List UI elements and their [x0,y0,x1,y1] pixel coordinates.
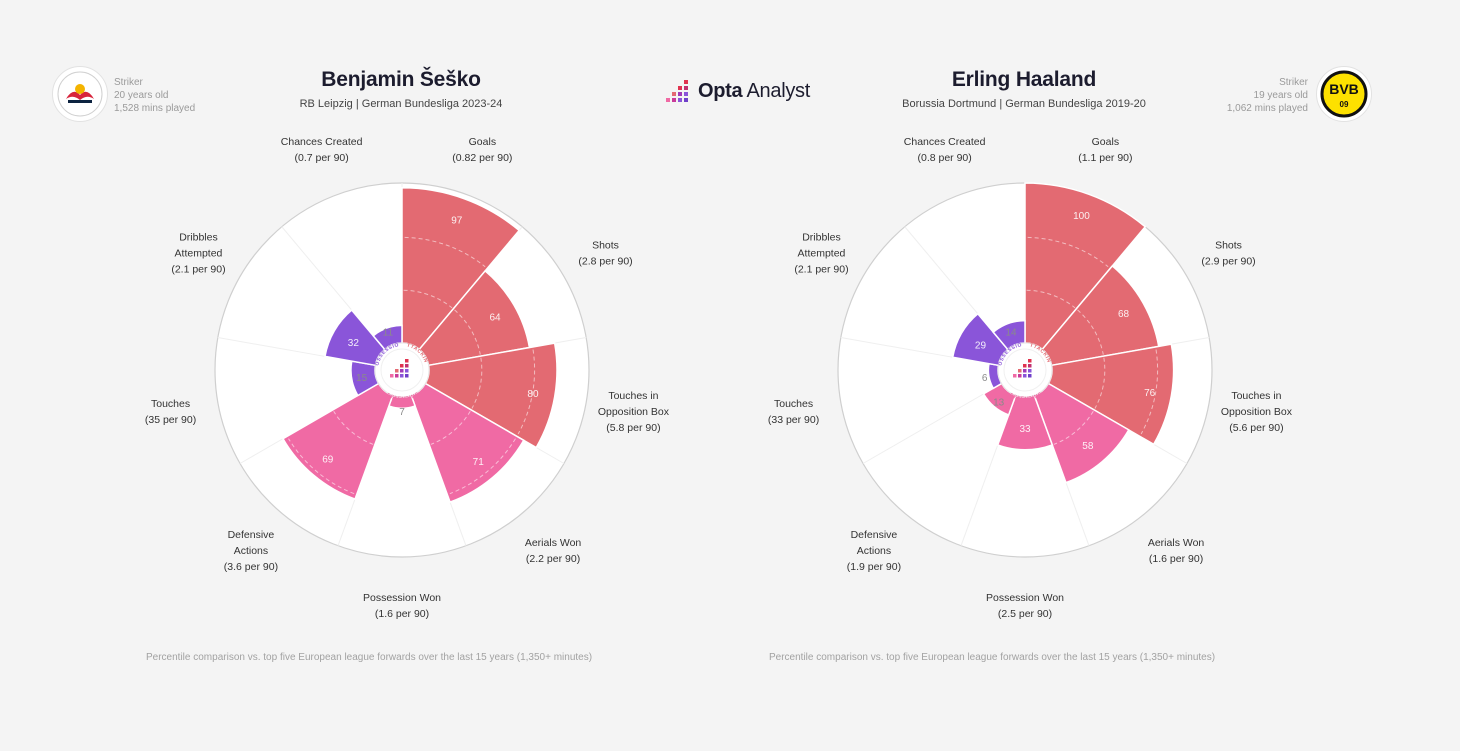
category-label: Shots (2.8 per 90) [578,240,632,268]
grid-ring [1027,236,1109,268]
hub-logo-square [1028,364,1032,368]
hub-logo-square [400,364,404,368]
value-label: 68 [1118,309,1130,320]
player-header: Benjamin Šeško RB Leipzig | German Bunde… [221,68,581,110]
grid-ring [517,349,536,435]
category-label: Goals (1.1 per 90) [1078,136,1132,164]
footnote: Percentile comparison vs. top five Europ… [146,652,593,663]
svg-text:09: 09 [1340,100,1349,109]
rb-leipzig-crest-icon [52,66,108,122]
player-meta: Striker 20 years old 1,528 mins played [114,76,195,115]
hub-logo-square [1023,369,1027,373]
value-label: 80 [527,389,539,400]
value-label: 97 [451,215,463,226]
hub-group-label: DEFENDING [385,391,420,402]
player-meta: Striker 19 years old 1,062 mins played [1227,76,1308,115]
category-label: Aerials Won (2.2 per 90) [525,537,582,565]
value-label: 13 [993,397,1005,408]
value-label: 29 [975,340,987,351]
hub-logo-square [1018,374,1022,378]
value-label: 64 [489,312,501,323]
hub-logo-square [390,374,394,378]
category-label: Touches in Opposition Box (5.8 per 90) [598,390,670,434]
category-label: Defensive Actions (3.6 per 90) [224,529,278,573]
age-text: 19 years old [1253,90,1308,101]
value-label: 32 [348,338,360,349]
hub-logo-square [405,374,409,378]
grid-spoke [862,383,1002,464]
player-subtitle: RB Leipzig | German Bundesliga 2023-24 [299,98,503,110]
category-label: Shots (2.9 per 90) [1201,240,1255,268]
minutes-text: 1,062 mins played [1226,103,1308,114]
svg-text:BVB: BVB [1329,81,1359,97]
category-label: Touches in Opposition Box (5.6 per 90) [1221,390,1293,434]
value-label: 15 [356,373,368,384]
radar-chart-container: 97 Goals (0.82 per 90) 64 Shots (2.8 per 90) 8… [0,130,1293,620]
hub-logo-square [400,369,404,373]
hub-logo-square [1013,374,1017,378]
player-name: Benjamin Šeško [321,68,481,91]
hub-logo-square [1028,374,1032,378]
minutes-text: 1,528 mins played [114,103,196,114]
hub-logo-square [1018,369,1022,373]
value-label: 7 [399,407,405,418]
grid-ring [404,236,486,268]
footnote: Percentile comparison vs. top five Europ… [769,652,1216,663]
value-label: 58 [1082,441,1094,452]
hub-logo-square [1023,364,1027,368]
opta-bars-icon [666,80,688,102]
category-label: Touches (33 per 90) [768,398,819,426]
hub-logo-square [1023,374,1027,378]
category-label: Chances Created (0.8 per 90) [904,136,986,164]
hub-logo-square [395,369,399,373]
category-label: Aerials Won (1.6 per 90) [1148,537,1205,565]
brand-name: Opta Analyst [698,80,810,103]
value-label: 76 [1144,388,1156,399]
value-label: 14 [1005,327,1017,338]
value-label: 33 [1019,424,1031,435]
polar-chart: 100 Goals (1.1 per 90) 68 Shots (2.9 per 90) 7… [0,130,1293,620]
category-label: Touches (35 per 90) [145,398,196,426]
category-label: Goals (0.82 per 90) [452,136,512,164]
opta-analyst-logo: Opta Analyst [666,78,810,104]
position-text: Striker [1279,77,1308,88]
polar-chart: 97 Goals (0.82 per 90) 64 Shots (2.8 per 90) 8… [0,130,670,620]
value-label: 11 [383,327,394,338]
center-hub-inner-ring [1003,348,1047,392]
player-header: Erling Haaland Borussia Dortmund | Germa… [844,68,1204,110]
category-label: Defensive Actions (1.9 per 90) [847,529,901,573]
hub-logo-square [1028,359,1032,363]
grid-ring [288,438,355,495]
position-text: Striker [114,77,143,88]
value-label: 71 [473,457,485,468]
category-label: Possession Won (1.6 per 90) [363,592,441,620]
value-label: 6 [982,373,988,384]
hub-group-label: DEFENDING [1008,391,1043,402]
player-name: Erling Haaland [951,68,1097,91]
category-label: Dribbles Attempted (2.1 per 90) [171,232,225,276]
grid-ring [449,438,516,495]
hub-logo-square [400,374,404,378]
category-label: Dribbles Attempted (2.1 per 90) [794,232,848,276]
grid-ring [1140,349,1159,435]
hub-logo-square [1028,369,1032,373]
player-subtitle: Borussia Dortmund | German Bundesliga 20… [902,98,1146,110]
category-label: Possession Won (2.5 per 90) [986,592,1064,620]
hub-logo-square [405,369,409,373]
value-label: 69 [322,454,334,465]
bvb-crest-icon: BVB 09 [1316,66,1372,122]
category-label: Chances Created (0.7 per 90) [281,136,363,164]
age-text: 20 years old [114,90,169,101]
hub-logo-square [405,364,409,368]
hub-logo-square [405,359,409,363]
brand-name-bold: Opta [698,79,743,102]
brand-name-light: Analyst [746,79,811,102]
hub-logo-square [395,374,399,378]
center-hub-inner-ring [380,348,424,392]
value-label: 100 [1073,211,1090,222]
